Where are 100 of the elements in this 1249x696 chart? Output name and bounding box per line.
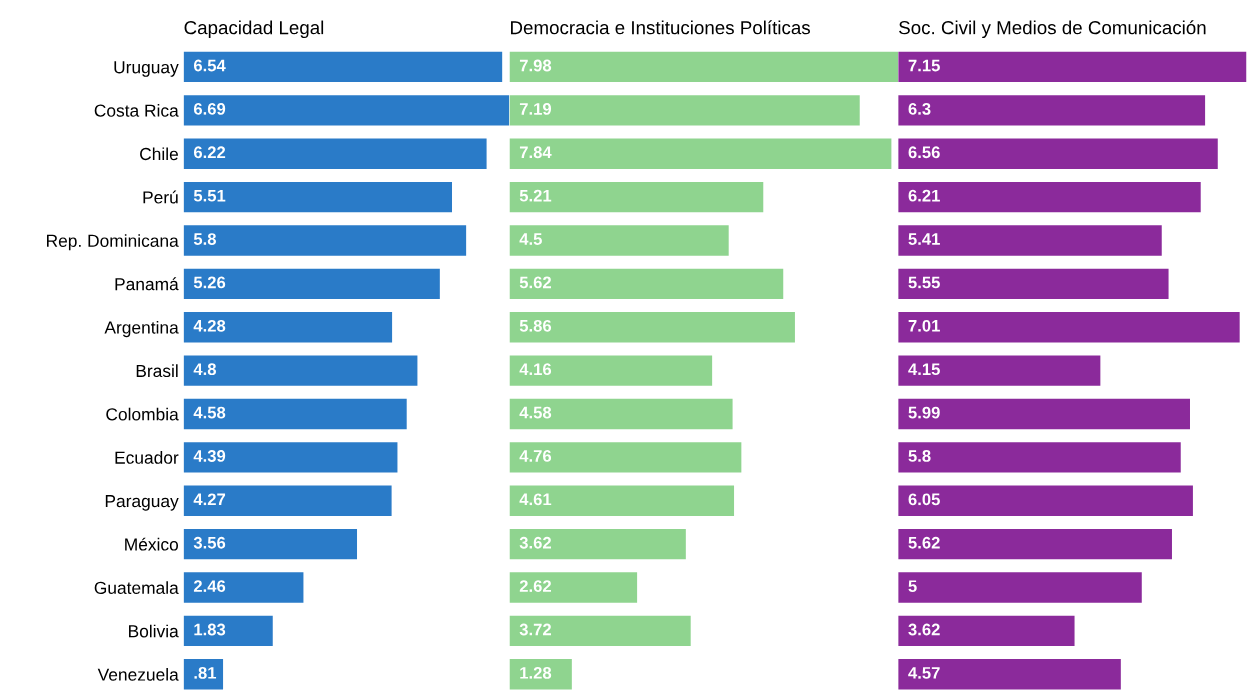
bar [509, 355, 713, 386]
data-label: 6.21 [908, 189, 940, 202]
data-label: 5.62 [908, 536, 940, 549]
data-label: .81 [194, 666, 217, 679]
bar [509, 572, 638, 603]
data-label: 3.56 [193, 536, 226, 549]
bar [183, 442, 398, 473]
bar [898, 268, 1169, 300]
data-label: 7.15 [908, 59, 940, 72]
bar [183, 181, 453, 213]
data-label: 5.21 [519, 189, 552, 202]
data-label: 6.05 [908, 493, 940, 506]
data-label: 4.76 [519, 450, 552, 462]
bar [509, 312, 795, 343]
data-label: 2.62 [519, 580, 551, 593]
data-label: 4.28 [193, 319, 226, 332]
bar [898, 528, 1172, 560]
chart-title: Soc. Civil y Medios de Comunicación [899, 20, 1206, 39]
y-tick-label: Argentina [104, 320, 179, 338]
data-label: 6.3 [908, 102, 931, 115]
bar [509, 398, 733, 430]
bar [509, 659, 572, 690]
y-tick-label: Ecuador [115, 451, 179, 464]
bar [509, 225, 729, 256]
bar [509, 615, 691, 647]
bar [183, 615, 273, 647]
y-tick-label: Venezuela [97, 668, 179, 681]
y-tick-label: Guatemala [94, 581, 179, 594]
data-label: 5.99 [908, 406, 940, 419]
data-label: 7.01 [908, 319, 940, 332]
bar [898, 659, 1121, 690]
data-label: 6.56 [908, 146, 940, 159]
data-label: 7.84 [519, 146, 552, 159]
bar [509, 485, 735, 516]
data-label: 3.62 [908, 623, 940, 636]
data-label: 5.41 [908, 233, 940, 245]
bar [183, 138, 487, 169]
bar [183, 528, 358, 560]
y-tick-label: Uruguay [114, 61, 179, 77]
bar [183, 312, 393, 343]
bar [509, 138, 892, 169]
y-tick-label: Rep. Dominicana [47, 234, 179, 251]
data-label: 4.5 [519, 233, 542, 245]
bar [898, 225, 1162, 256]
data-label: 4.58 [519, 406, 552, 419]
data-label: 7.19 [519, 102, 552, 115]
y-tick-label: Chile [140, 147, 178, 161]
bar [183, 225, 467, 256]
chart-title: Democracia e Instituciones Políticas [511, 20, 810, 35]
data-label: 4.27 [193, 493, 226, 506]
data-label: 1.83 [194, 623, 226, 636]
data-label: 5.55 [908, 276, 940, 289]
bar [183, 51, 503, 83]
data-label: 6.22 [193, 146, 226, 159]
bar [183, 268, 440, 300]
y-tick-label: Brasil [136, 364, 178, 378]
data-label: 2.46 [193, 580, 226, 593]
data-label: 3.72 [519, 623, 551, 636]
data-label: 5.8 [193, 233, 216, 245]
bar [898, 572, 1142, 603]
bar [898, 485, 1193, 516]
data-label: 5 [908, 580, 917, 593]
bar [509, 268, 784, 300]
bar [898, 312, 1240, 343]
y-tick-label: Colombia [106, 407, 179, 421]
y-tick-label: México [125, 537, 179, 551]
bar [898, 398, 1190, 430]
data-label: 3.62 [519, 536, 551, 549]
y-tick-label: Paraguay [105, 495, 179, 511]
y-tick-label: Panamá [115, 277, 179, 291]
y-tick-label: Perú [143, 190, 178, 204]
bar [183, 485, 392, 516]
bar [509, 442, 742, 473]
chart-title: Capacidad Legal [184, 20, 324, 39]
data-label: 5.8 [908, 450, 931, 462]
data-label: 4.57 [908, 667, 940, 679]
bar [898, 442, 1181, 473]
y-tick-label: Bolivia [129, 624, 179, 638]
bar [183, 398, 407, 430]
data-label: 7.98 [519, 59, 552, 72]
data-label: 6.69 [193, 102, 226, 115]
y-tick-label: Costa Rica [94, 104, 179, 117]
bar [898, 355, 1101, 386]
bar [509, 528, 686, 560]
data-label: 4.16 [519, 363, 552, 376]
data-label: 5.51 [193, 189, 226, 202]
data-label: 1.28 [520, 666, 552, 679]
data-label: 5.62 [519, 276, 551, 289]
data-label: 4.58 [193, 406, 226, 419]
bar [183, 572, 304, 603]
data-label: 4.61 [519, 493, 552, 506]
data-label: 5.86 [519, 319, 552, 332]
data-label: 5.26 [193, 276, 226, 289]
data-label: 4.15 [908, 363, 940, 376]
data-label: 6.54 [193, 59, 226, 72]
bar [183, 355, 418, 386]
bar [509, 181, 764, 213]
bar [898, 95, 1206, 126]
bar [898, 138, 1218, 169]
bar [898, 615, 1075, 647]
